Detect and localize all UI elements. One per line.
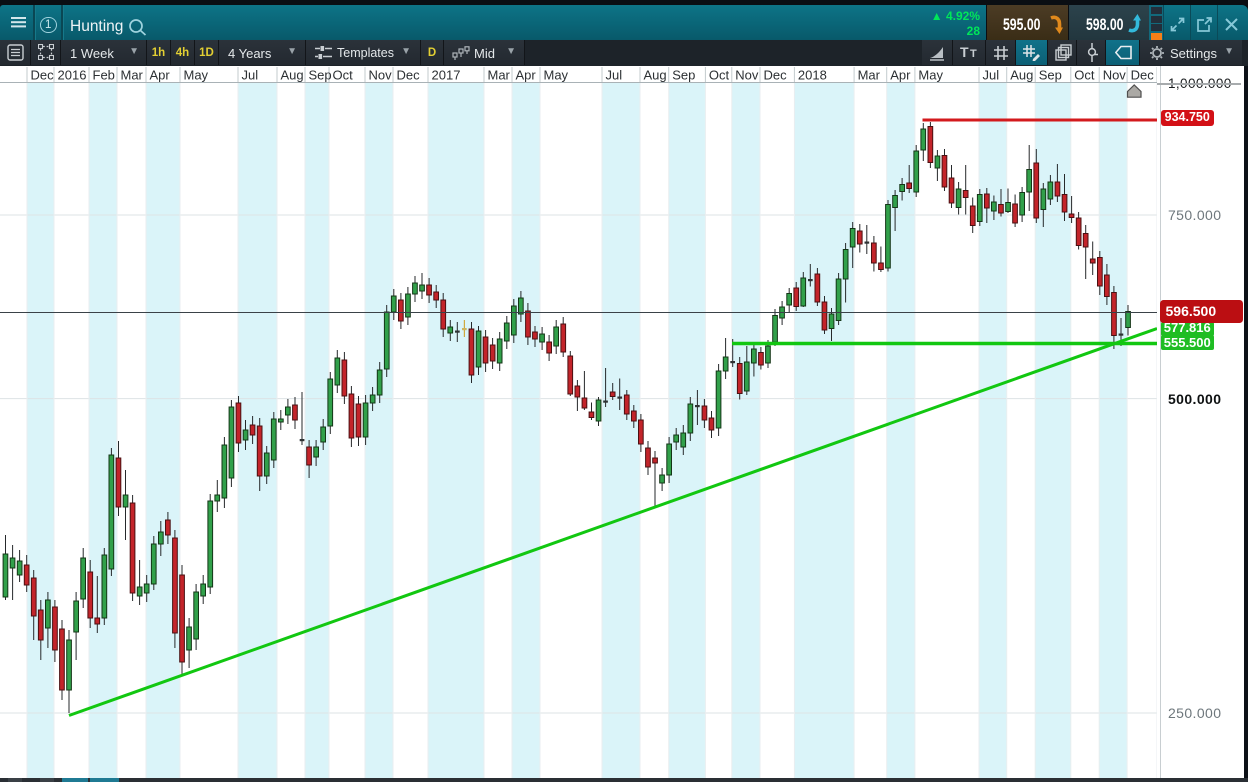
svg-text:Nov: Nov [369, 68, 393, 83]
svg-text:Jul: Jul [983, 68, 1000, 83]
svg-text:May: May [184, 68, 209, 83]
svg-text:May: May [918, 68, 943, 83]
svg-text:Apr: Apr [150, 68, 171, 83]
svg-text:Dec: Dec [31, 68, 55, 83]
svg-text:Sep: Sep [672, 68, 695, 83]
svg-text:Dec: Dec [1131, 68, 1155, 83]
svg-text:Sep: Sep [309, 68, 332, 83]
svg-text:Mar: Mar [121, 68, 144, 83]
svg-text:Jul: Jul [242, 68, 259, 83]
svg-text:Jul: Jul [606, 68, 623, 83]
svg-text:Mar: Mar [488, 68, 511, 83]
svg-text:Dec: Dec [397, 68, 421, 83]
svg-text:May: May [544, 68, 569, 83]
svg-text:Feb: Feb [93, 68, 115, 83]
svg-text:Apr: Apr [890, 68, 911, 83]
svg-text:Oct: Oct [333, 68, 354, 83]
svg-text:2017: 2017 [432, 68, 461, 83]
svg-text:Dec: Dec [764, 68, 788, 83]
svg-text:2018: 2018 [798, 68, 827, 83]
svg-text:2016: 2016 [58, 68, 87, 83]
svg-text:Aug: Aug [281, 68, 304, 83]
svg-text:Mar: Mar [858, 68, 881, 83]
svg-text:Nov: Nov [1103, 68, 1127, 83]
svg-text:Aug: Aug [1010, 68, 1033, 83]
svg-text:Oct: Oct [709, 68, 730, 83]
svg-text:Nov: Nov [735, 68, 759, 83]
svg-text:Apr: Apr [516, 68, 537, 83]
svg-text:Sep: Sep [1039, 68, 1062, 83]
svg-text:Oct: Oct [1074, 68, 1095, 83]
svg-text:Aug: Aug [644, 68, 667, 83]
